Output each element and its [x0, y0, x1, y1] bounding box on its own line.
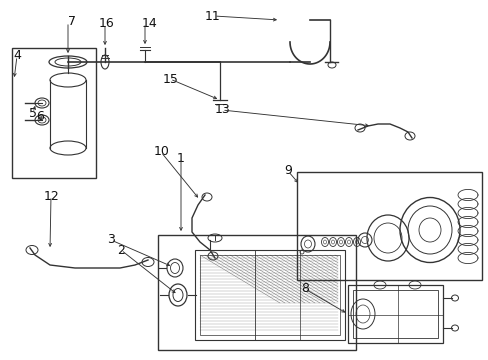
Text: 6: 6	[36, 111, 44, 123]
Bar	[296, 172, 481, 280]
Text: 4: 4	[13, 49, 21, 62]
Text: 13: 13	[214, 103, 230, 116]
Bar	[200, 255, 339, 335]
Bar	[347, 285, 442, 343]
Text: 12: 12	[43, 190, 59, 203]
Text: 16: 16	[99, 17, 114, 30]
Text: 14: 14	[141, 17, 157, 30]
Bar	[12, 48, 96, 178]
Text: 7: 7	[68, 15, 76, 28]
Text: 1: 1	[177, 152, 184, 165]
Text: 2: 2	[117, 244, 125, 257]
Bar	[195, 250, 345, 340]
Text: 15: 15	[162, 73, 178, 86]
Text: 9: 9	[284, 165, 292, 177]
Bar	[352, 290, 437, 338]
Text: 5: 5	[29, 107, 37, 120]
Text: 10: 10	[153, 145, 169, 158]
Text: 8: 8	[301, 282, 309, 294]
Text: 3: 3	[107, 233, 115, 246]
Text: 11: 11	[204, 10, 220, 23]
Bar	[158, 235, 355, 350]
